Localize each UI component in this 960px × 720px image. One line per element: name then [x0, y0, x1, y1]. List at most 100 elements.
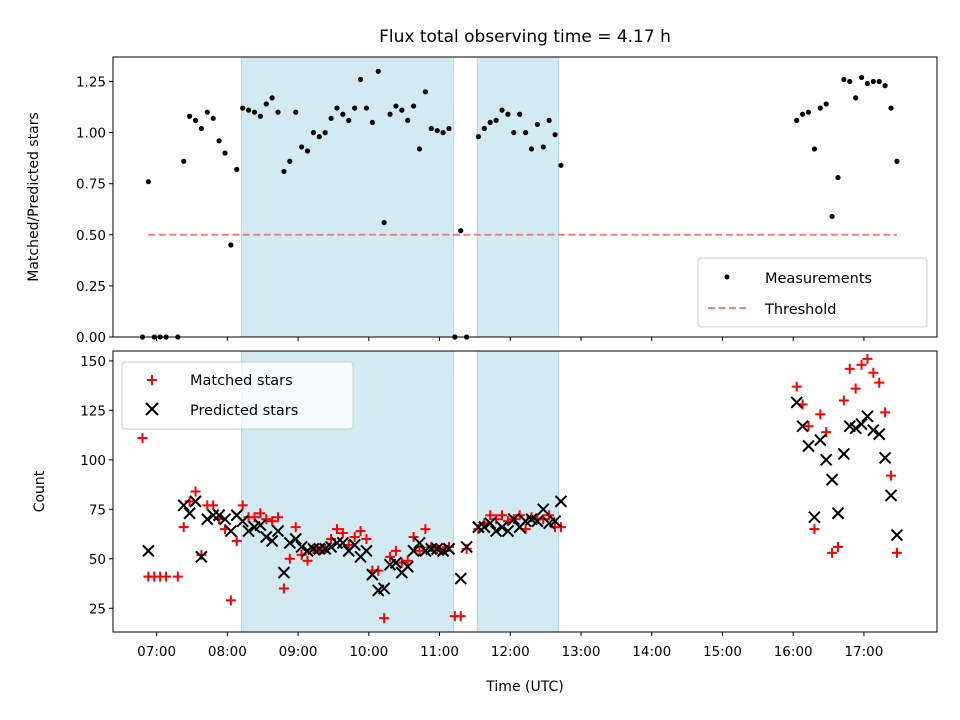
measurements-point — [222, 150, 228, 156]
predicted-stars-point — [425, 542, 438, 556]
measurements-point — [446, 125, 452, 132]
matched-stars-point — [225, 595, 236, 606]
predicted-stars-point — [454, 572, 467, 585]
matched-stars-point — [278, 583, 289, 594]
predicted-stars-point — [831, 507, 845, 520]
measurements-point — [882, 83, 888, 89]
measurements-point — [847, 78, 853, 85]
matched-stars-point — [886, 470, 897, 481]
matched-stars-point — [420, 524, 431, 535]
measurements-point — [440, 130, 446, 136]
measurements-point — [487, 119, 493, 126]
measurements-point — [835, 174, 841, 181]
predicted-stars-point — [389, 556, 403, 569]
measurements-point — [310, 130, 317, 136]
measurements-point — [187, 113, 193, 119]
measurements-point — [823, 101, 829, 107]
measurements-point — [511, 130, 517, 136]
predicted-stars-point — [531, 514, 544, 528]
matched-stars-point — [544, 510, 555, 521]
predicted-stars-point — [501, 524, 515, 538]
matched-stars-point — [821, 427, 832, 438]
predicted-stars-point — [212, 509, 226, 522]
top-y-axis: 0.00 0.25 0.50 0.75 1.00 1.25 — [76, 75, 113, 346]
matched-stars-point — [208, 500, 219, 511]
measurements-point — [216, 138, 222, 144]
x-tick-label: 09:00 — [279, 644, 318, 660]
predicted-stars-point — [236, 514, 249, 528]
matched-stars-point — [178, 522, 189, 533]
matched-stars-point — [137, 433, 148, 444]
predicted-stars-point — [808, 511, 821, 524]
measurements-point — [393, 103, 399, 109]
predicted-stars-point — [442, 542, 456, 556]
legend-matched-stars: Matched stars — [190, 373, 293, 389]
predicted-stars-point — [837, 447, 851, 461]
measurements-point — [269, 95, 275, 101]
measurements-point — [528, 146, 535, 152]
y-tick-label: 1.00 — [76, 126, 106, 142]
measurements-point — [316, 134, 322, 140]
top-legend-box — [697, 257, 928, 328]
y-tick-label: 0.75 — [76, 177, 106, 193]
measurements-point — [481, 125, 487, 132]
measurements-point — [387, 111, 393, 117]
measurements-point — [234, 166, 240, 173]
x-tick-label: 14:00 — [632, 644, 671, 660]
top-y-axis-label: Matched/Predicted stars — [26, 112, 42, 282]
predicted-stars-point — [360, 544, 373, 558]
measurements-point — [328, 115, 334, 121]
bottom-legend: Matched stars Predicted stars — [121, 361, 354, 430]
measurements-point — [864, 80, 871, 87]
measurements-point — [340, 111, 346, 117]
predicted-stars-point — [460, 540, 473, 554]
measurements-point — [517, 111, 523, 117]
legend-measurements: Measurements — [765, 271, 872, 287]
predicted-stars-point — [271, 524, 285, 538]
predicted-stars-point — [206, 509, 220, 522]
measurements-point — [240, 105, 246, 111]
predicted-stars-point — [177, 499, 190, 512]
matched-stars-point — [485, 510, 496, 521]
predicted-stars-point — [324, 540, 338, 554]
predicted-stars-point — [307, 542, 320, 556]
measurements-point — [381, 219, 387, 226]
x-tick-label: 08:00 — [208, 644, 247, 660]
measurements-point — [505, 111, 511, 117]
matched-stars-point — [455, 611, 466, 622]
predicted-stars-point — [218, 512, 232, 526]
measurements-point — [145, 179, 151, 185]
measurements-point — [363, 105, 370, 111]
predicted-stars-point — [401, 560, 414, 573]
measurements-point — [293, 109, 299, 115]
x-tick-label: 12:00 — [491, 644, 530, 660]
matched-stars-point — [791, 381, 802, 392]
measurements-point — [522, 130, 529, 136]
legend-threshold: Threshold — [764, 302, 836, 318]
predicted-stars-point — [484, 516, 497, 530]
predicted-stars-point — [478, 520, 491, 534]
matched-stars-point — [255, 508, 266, 519]
top-shaded-intervals — [240, 56, 560, 338]
predicted-stars-point — [855, 418, 868, 431]
predicted-stars-point — [802, 439, 815, 453]
measurements-point — [841, 76, 847, 83]
measurements-point — [888, 105, 894, 111]
measurements-point — [198, 125, 205, 132]
measurements-point — [405, 117, 411, 123]
x-tick-label: 16:00 — [774, 644, 813, 660]
matched-stars-point — [273, 512, 284, 523]
measurements-point — [894, 158, 900, 164]
predicted-stars-point — [295, 540, 308, 554]
predicted-stars-point — [330, 536, 344, 550]
chart-title: Flux total observing time = 4.17 h — [379, 27, 671, 47]
predicted-stars-point — [861, 410, 874, 423]
measurements-point — [499, 107, 505, 113]
predicted-stars-point — [224, 524, 238, 538]
matched-stars-point — [349, 532, 360, 543]
bottom-legend-box — [121, 361, 354, 430]
matched-stars-point — [237, 500, 248, 511]
measurements-point — [805, 109, 812, 115]
matched-stars-point — [390, 545, 401, 556]
matched-stars-point — [880, 407, 891, 418]
